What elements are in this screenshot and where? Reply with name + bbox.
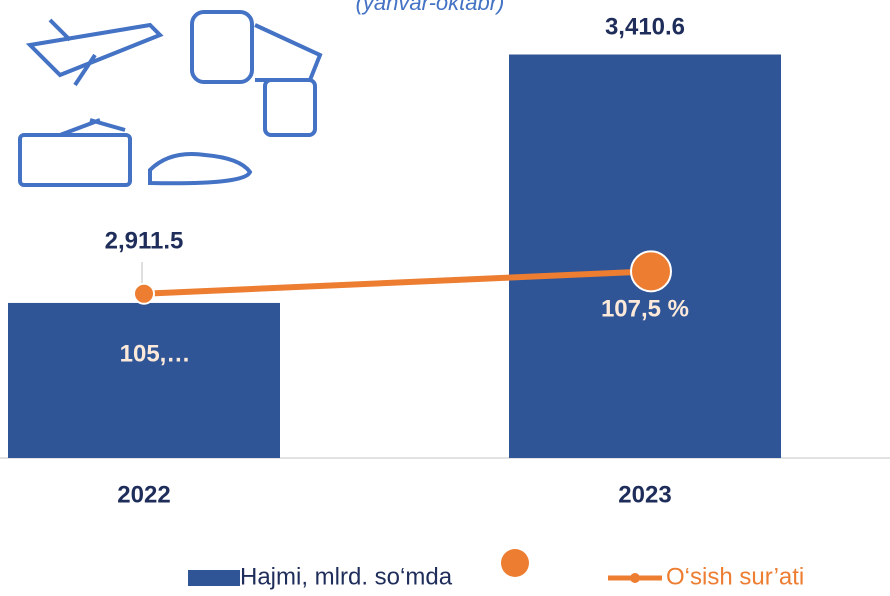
legend-label: O‘sish sur’ati [666, 563, 804, 590]
legend-swatch [188, 570, 240, 586]
bar-value-label: 2,911.5 [105, 227, 184, 254]
x-tick-label: 2023 [618, 481, 671, 508]
transport-icons [18, 10, 323, 187]
line-marker [133, 282, 155, 305]
stray-marker [501, 549, 529, 577]
line-value-label: 107,5 % [601, 295, 689, 322]
bar [8, 302, 280, 458]
line-value-label: 105,… [120, 340, 191, 367]
legend-swatch-marker [630, 573, 640, 583]
chart-subtitle: (yanvar-oktabr) [356, 0, 505, 15]
legend-label: Hajmi, mlrd. so‘mda [240, 563, 453, 590]
line [143, 268, 652, 297]
line-marker [630, 250, 672, 293]
x-tick-label: 2022 [117, 481, 170, 508]
bar-value-label: 3,410.6 [605, 13, 685, 40]
